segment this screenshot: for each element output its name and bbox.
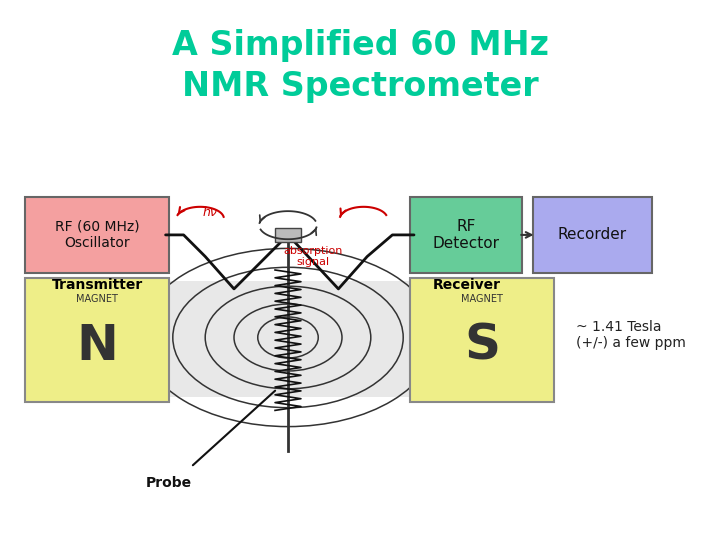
Text: absorption
signal: absorption signal bbox=[284, 246, 343, 267]
Text: Probe: Probe bbox=[146, 476, 192, 490]
FancyBboxPatch shape bbox=[533, 197, 652, 273]
FancyBboxPatch shape bbox=[25, 278, 169, 402]
FancyBboxPatch shape bbox=[275, 228, 301, 242]
FancyBboxPatch shape bbox=[410, 197, 522, 273]
Text: MAGNET: MAGNET bbox=[462, 294, 503, 305]
Text: A Simplified 60 MHz: A Simplified 60 MHz bbox=[171, 29, 549, 63]
Text: S: S bbox=[464, 322, 500, 369]
Text: MAGNET: MAGNET bbox=[76, 294, 118, 305]
Text: ~ 1.41 Tesla
(+/-) a few ppm: ~ 1.41 Tesla (+/-) a few ppm bbox=[576, 320, 686, 350]
Text: Transmitter: Transmitter bbox=[52, 278, 143, 292]
Text: Recorder: Recorder bbox=[557, 227, 627, 242]
Text: N: N bbox=[76, 322, 118, 369]
Text: RF (60 MHz)
Oscillator: RF (60 MHz) Oscillator bbox=[55, 220, 140, 250]
Text: NMR Spectrometer: NMR Spectrometer bbox=[181, 70, 539, 103]
FancyBboxPatch shape bbox=[410, 278, 554, 402]
Text: Receiver: Receiver bbox=[433, 278, 500, 292]
Bar bbox=[166, 281, 414, 397]
Text: hν: hν bbox=[203, 206, 218, 219]
Text: RF
Detector: RF Detector bbox=[433, 219, 500, 251]
FancyBboxPatch shape bbox=[25, 197, 169, 273]
